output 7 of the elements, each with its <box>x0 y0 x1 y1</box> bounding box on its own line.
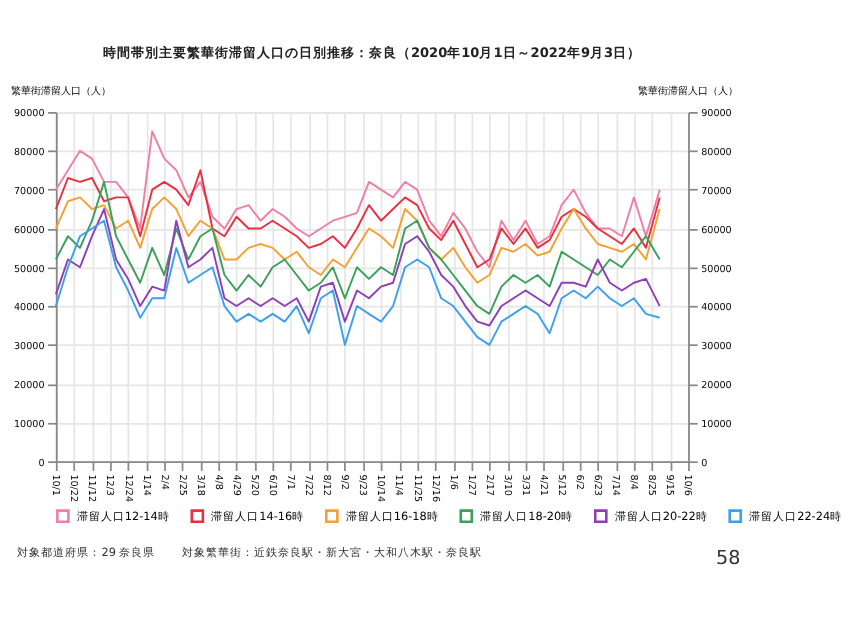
line-series <box>54 208 661 327</box>
line-series <box>54 180 661 315</box>
text: 58 <box>716 548 741 571</box>
line-series <box>54 196 661 284</box>
line-series <box>54 169 661 269</box>
line-series <box>54 130 661 269</box>
line-series <box>54 219 661 346</box>
